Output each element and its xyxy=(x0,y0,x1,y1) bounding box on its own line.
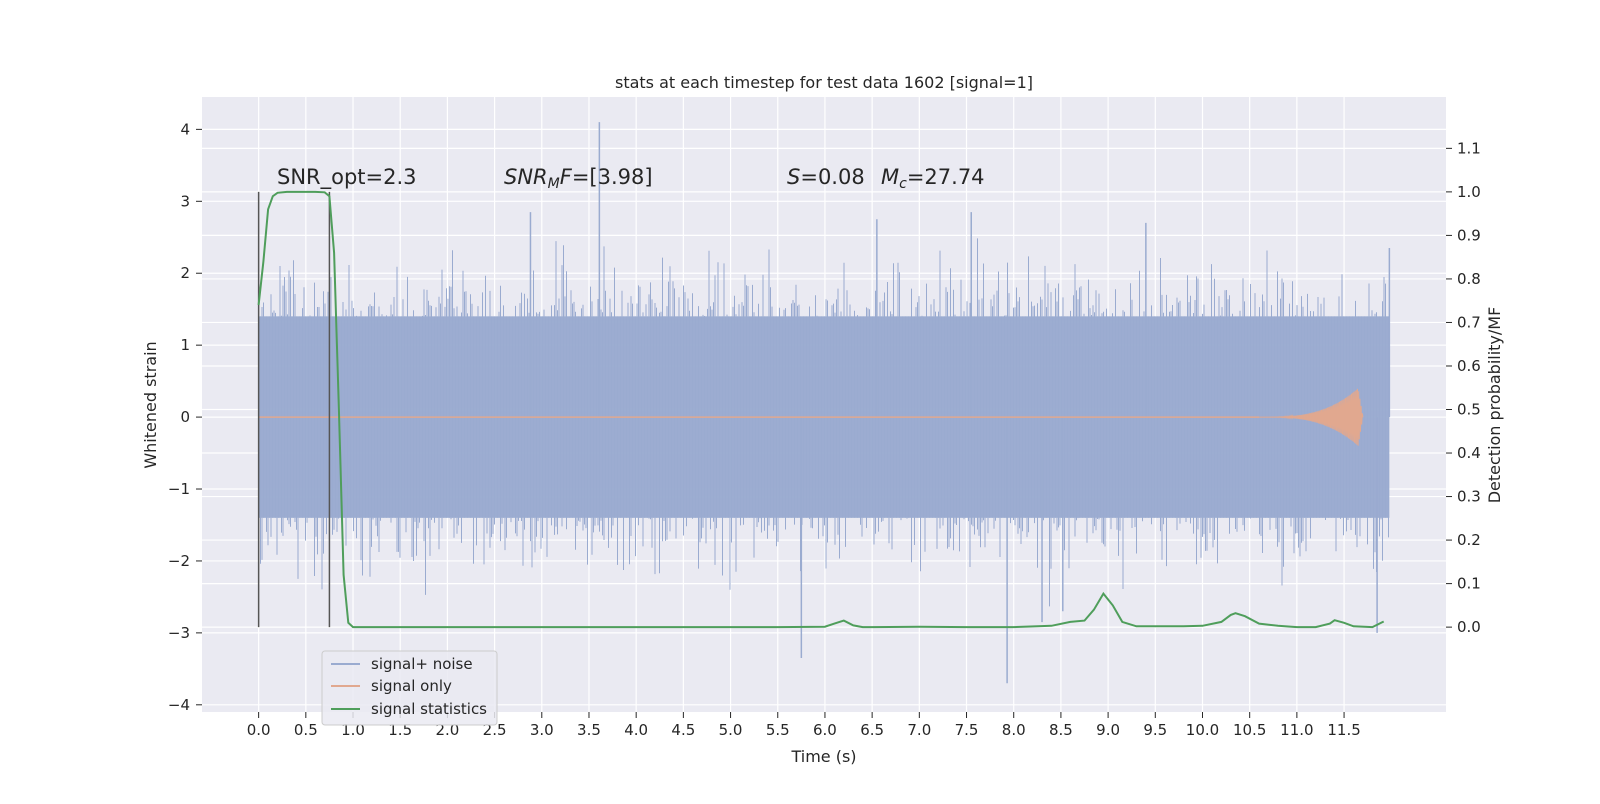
y-right-axis-label: Detection probability/MF xyxy=(1485,307,1504,504)
y-right-tick-label: 0.2 xyxy=(1457,531,1481,549)
y-right-tick-label: 0.3 xyxy=(1457,488,1481,506)
x-tick-label: 5.5 xyxy=(766,721,790,739)
x-tick-label: 11.0 xyxy=(1280,721,1313,739)
x-tick-label: 10.5 xyxy=(1233,721,1266,739)
x-tick-label: 8.0 xyxy=(1002,721,1026,739)
x-tick-label: 6.5 xyxy=(860,721,884,739)
x-tick-label: 7.0 xyxy=(907,721,931,739)
x-tick-label: 6.0 xyxy=(813,721,837,739)
y-left-tick-label: −3 xyxy=(168,624,190,642)
x-axis-label: Time (s) xyxy=(790,747,856,766)
x-tick-label: 4.0 xyxy=(624,721,648,739)
legend-box xyxy=(321,650,498,726)
legend-label-signal-plus-noise: signal+ noise xyxy=(371,655,473,673)
legend-label-signal-statistics: signal statistics xyxy=(371,700,487,718)
chart-title: stats at each timestep for test data 160… xyxy=(615,73,1033,92)
vertical-markers xyxy=(257,191,331,628)
y-right-tick-label: 0.9 xyxy=(1457,226,1481,244)
x-tick-label: 4.5 xyxy=(671,721,695,739)
annotation-s: S=0.08 xyxy=(787,165,865,189)
signal-statistics-series xyxy=(257,190,1385,629)
annotation-mc: Mc=27.74 xyxy=(881,165,985,192)
y-right-tick-label: 1.0 xyxy=(1457,183,1481,201)
x-tick-label: 8.5 xyxy=(1049,721,1073,739)
annotation-snr-opt: SNR_opt=2.3 xyxy=(277,165,417,190)
y-left-axis-label: Whitened strain xyxy=(141,341,160,468)
y-right-axis-ticks: 0.0 0.1 0.2 0.3 0.4 0.5 0.6 0.7 0.8 0.9 1.0 1.1 xyxy=(1446,139,1481,636)
y-left-axis-ticks: −4 −3 −2 −1 0 1 2 3 4 xyxy=(168,120,202,714)
y-right-tick-label: 0.4 xyxy=(1457,444,1481,462)
y-left-tick-label: −1 xyxy=(168,480,190,498)
x-tick-label: 7.5 xyxy=(955,721,979,739)
signal-only-series xyxy=(258,388,1364,446)
annotation-snr-mf: SNRMF=[3.98] xyxy=(504,165,653,192)
y-right-tick-label: 0.5 xyxy=(1457,401,1481,419)
y-left-tick-label: 3 xyxy=(180,192,190,210)
x-tick-label: 0.5 xyxy=(294,721,318,739)
y-right-tick-label: 0.7 xyxy=(1457,313,1481,331)
y-right-tick-label: 0.1 xyxy=(1457,575,1481,593)
x-tick-label: 3.5 xyxy=(577,721,601,739)
x-tick-label: 0.0 xyxy=(247,721,271,739)
y-left-tick-label: −2 xyxy=(168,552,190,570)
y-left-tick-label: −4 xyxy=(168,696,190,714)
signal-statistics-line xyxy=(257,190,1385,629)
x-tick-label: 9.5 xyxy=(1143,721,1167,739)
signal-only-chirp xyxy=(1259,388,1364,446)
x-tick-label: 5.0 xyxy=(719,721,743,739)
y-left-tick-label: 0 xyxy=(180,408,190,426)
y-right-tick-label: 1.1 xyxy=(1457,139,1481,157)
y-left-tick-label: 1 xyxy=(180,336,190,354)
y-left-tick-label: 4 xyxy=(180,120,190,138)
legend-label-signal-only: signal only xyxy=(371,677,452,695)
x-tick-label: 9.0 xyxy=(1096,721,1120,739)
y-right-tick-label: 0.6 xyxy=(1457,357,1481,375)
y-left-tick-label: 2 xyxy=(180,264,190,282)
x-tick-label: 11.5 xyxy=(1327,721,1360,739)
x-tick-label: 3.0 xyxy=(530,721,554,739)
x-tick-label: 10.0 xyxy=(1186,721,1219,739)
y-right-tick-label: 0.8 xyxy=(1457,270,1481,288)
y-right-tick-label: 0.0 xyxy=(1457,618,1481,636)
legend: signal+ noise signal only signal statist… xyxy=(321,650,498,726)
